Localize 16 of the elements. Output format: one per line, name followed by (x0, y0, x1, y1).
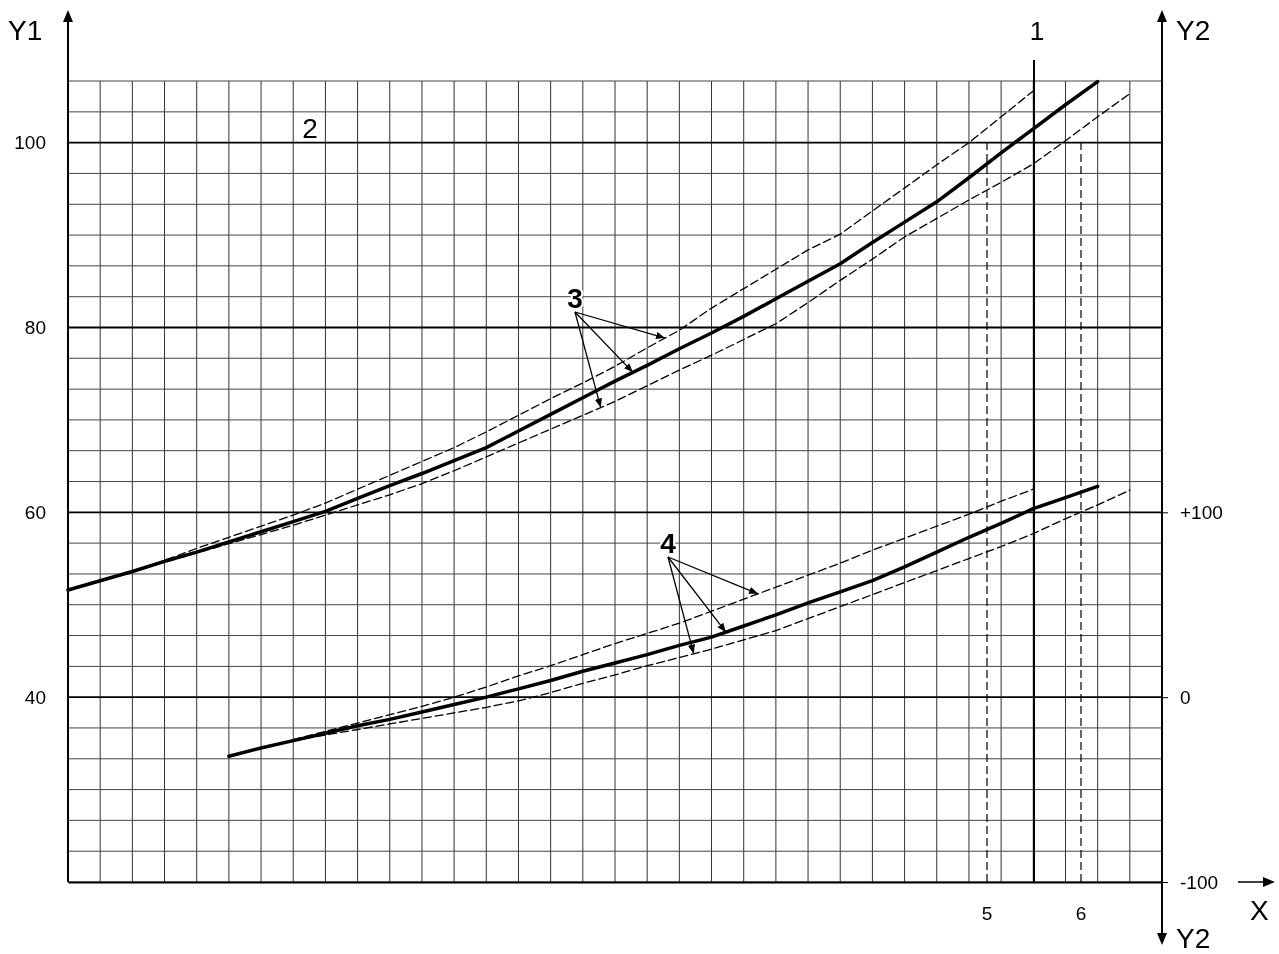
text: 6 (1075, 903, 1087, 924)
annotation: 4 (660, 528, 677, 559)
y-tick-label: 60 (24, 501, 46, 523)
x-axis-title: X (1250, 895, 1269, 926)
y-tick-label: 80 (24, 317, 46, 339)
y-tick-label: 100 (14, 132, 46, 154)
text: 5 (981, 903, 993, 924)
text: Y2 (1176, 923, 1211, 954)
y2-axis-title: Y2 (1176, 15, 1211, 46)
text: 1 (1029, 16, 1045, 46)
annotation: 2 (302, 113, 318, 144)
y2-tick-label: -100 (1180, 871, 1219, 893)
y2-tick-label: +100 (1180, 501, 1223, 523)
y-tick-label: 40 (24, 686, 46, 708)
y-axis-title: Y1 (8, 15, 43, 46)
y2-tick-label: 0 (1180, 686, 1191, 708)
